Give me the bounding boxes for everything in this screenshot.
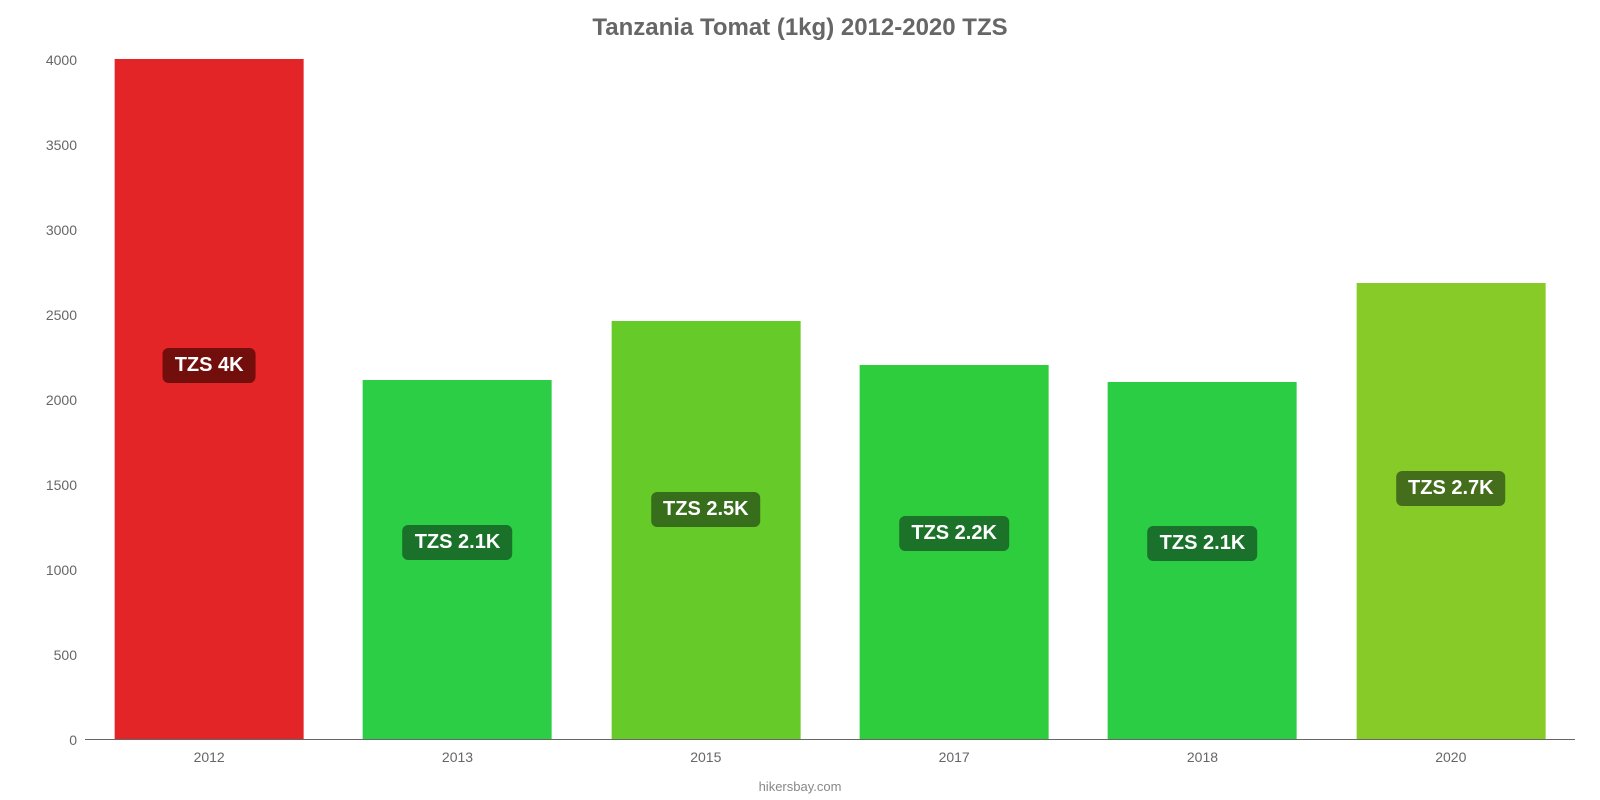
chart-title: Tanzania Tomat (1kg) 2012-2020 TZS bbox=[0, 14, 1600, 42]
y-tick-label: 1000 bbox=[46, 562, 77, 578]
bar bbox=[115, 59, 304, 739]
bars-container: TZS 4K2012TZS 2.1K2013TZS 2.5K2015TZS 2.… bbox=[85, 60, 1575, 739]
y-tick-label: 2500 bbox=[46, 307, 77, 323]
bar-slot: TZS 2.1K2013 bbox=[333, 60, 581, 739]
y-tick-label: 3000 bbox=[46, 222, 77, 238]
bar-value-label: TZS 2.1K bbox=[1148, 526, 1258, 561]
bar-value-label: TZS 2.1K bbox=[403, 525, 513, 560]
x-tick-label: 2013 bbox=[442, 749, 473, 765]
bar-chart: Tanzania Tomat (1kg) 2012-2020 TZS TZS 4… bbox=[0, 0, 1600, 800]
bar-slot: TZS 2.2K2017 bbox=[830, 60, 1078, 739]
bar bbox=[860, 365, 1049, 739]
chart-footer: hikersbay.com bbox=[0, 779, 1600, 794]
y-tick-label: 3500 bbox=[46, 137, 77, 153]
x-tick-label: 2012 bbox=[194, 749, 225, 765]
y-tick-label: 1500 bbox=[46, 477, 77, 493]
x-tick-label: 2018 bbox=[1187, 749, 1218, 765]
x-tick-label: 2020 bbox=[1435, 749, 1466, 765]
y-tick-label: 4000 bbox=[46, 52, 77, 68]
bar-slot: TZS 2.7K2020 bbox=[1327, 60, 1575, 739]
bar-value-label: TZS 2.2K bbox=[899, 516, 1009, 551]
bar-value-label: TZS 2.5K bbox=[651, 492, 761, 527]
bar-slot: TZS 2.1K2018 bbox=[1078, 60, 1326, 739]
y-tick-label: 0 bbox=[69, 732, 77, 748]
plot-area: TZS 4K2012TZS 2.1K2013TZS 2.5K2015TZS 2.… bbox=[85, 60, 1575, 740]
bar bbox=[611, 321, 800, 739]
bar-slot: TZS 4K2012 bbox=[85, 60, 333, 739]
x-tick-label: 2017 bbox=[939, 749, 970, 765]
bar-slot: TZS 2.5K2015 bbox=[582, 60, 830, 739]
x-tick-label: 2015 bbox=[690, 749, 721, 765]
bar bbox=[1356, 283, 1545, 739]
y-tick-label: 500 bbox=[54, 647, 77, 663]
y-tick-label: 2000 bbox=[46, 392, 77, 408]
bar-value-label: TZS 2.7K bbox=[1396, 471, 1506, 506]
bar-value-label: TZS 4K bbox=[163, 348, 256, 383]
